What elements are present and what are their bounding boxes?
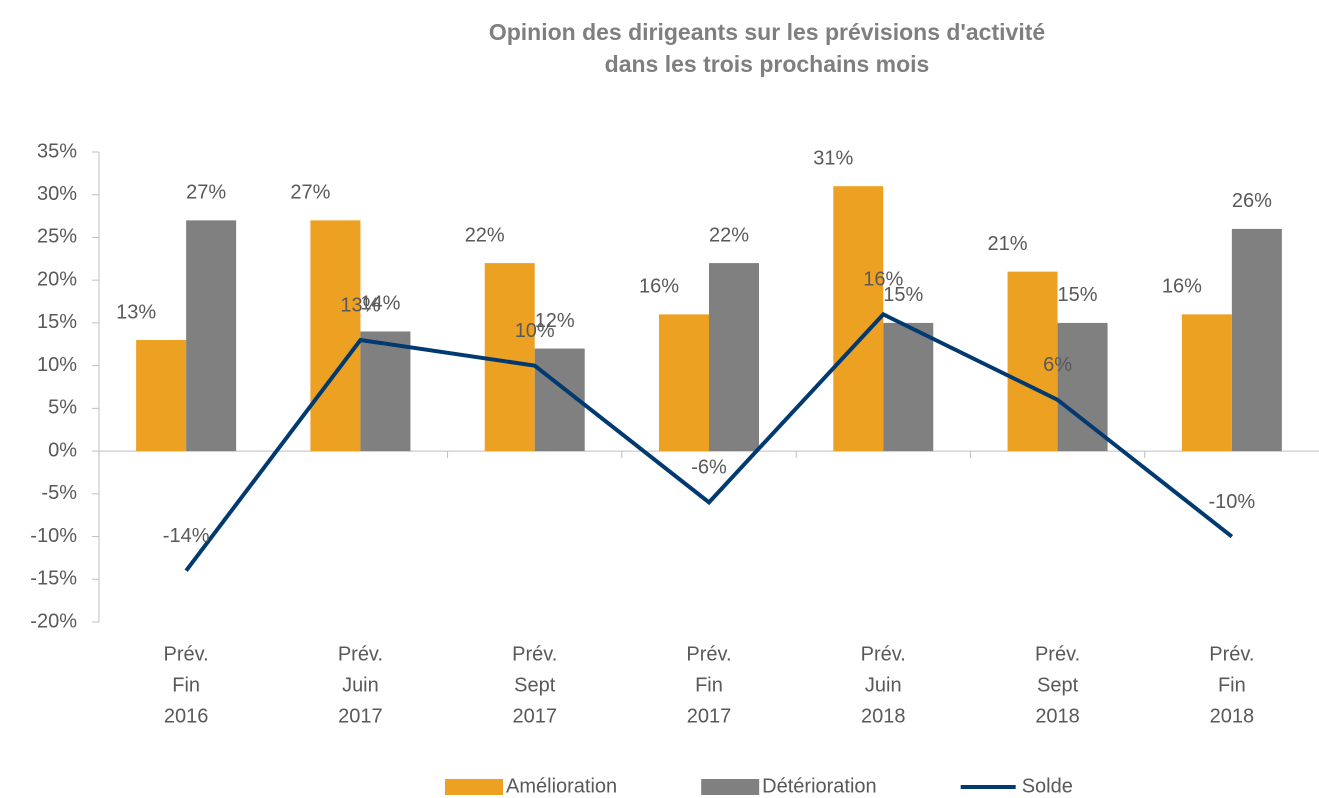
data-label: 31% — [813, 147, 853, 169]
bar — [1231, 228, 1282, 452]
y-tick-label: 25% — [37, 226, 77, 248]
x-tick-label: Fin — [695, 674, 723, 696]
legend-label: Solde — [1022, 775, 1073, 797]
x-tick-label: Prév. — [861, 643, 906, 665]
y-tick-label: 0% — [48, 439, 77, 461]
bar — [136, 340, 187, 452]
data-label: 21% — [988, 233, 1028, 255]
x-tick-label: Fin — [1218, 674, 1246, 696]
y-tick-label: -10% — [30, 525, 77, 547]
x-tick-label: Prév. — [338, 643, 383, 665]
x-tick-label: 2017 — [687, 705, 732, 727]
data-label: -10% — [1209, 491, 1256, 513]
bar — [186, 220, 237, 452]
y-tick-label: -20% — [30, 610, 77, 632]
data-label: 6% — [1043, 354, 1072, 376]
x-tick-label: Prév. — [1209, 643, 1254, 665]
data-label: 13% — [340, 294, 380, 316]
y-tick-label: -5% — [41, 482, 77, 504]
x-tick-label: 2016 — [164, 705, 209, 727]
x-tick-label: Prév. — [1035, 643, 1080, 665]
line — [184, 311, 1234, 572]
bar — [659, 314, 709, 452]
data-label: 16% — [1162, 276, 1202, 298]
chart-title: dans les trois prochains mois — [605, 51, 930, 77]
y-tick-label: 15% — [37, 311, 77, 333]
data-label: 22% — [709, 224, 749, 246]
data-label: 16% — [863, 269, 903, 291]
legend-label: Détérioration — [762, 775, 877, 797]
legend-marker — [701, 779, 760, 795]
x-tick-label: 2018 — [1210, 705, 1255, 727]
data-label: 27% — [290, 182, 330, 204]
y-tick-label: 10% — [37, 354, 77, 376]
bar — [1181, 314, 1232, 452]
x-tick-label: 2018 — [861, 705, 906, 727]
y-tick-label: -15% — [30, 568, 77, 590]
x-tick-label: Prév. — [164, 643, 209, 665]
data-label: 27% — [186, 182, 226, 204]
bar — [310, 220, 361, 452]
bar — [360, 331, 411, 452]
x-tick-label: Sept — [1037, 674, 1079, 696]
data-label: 15% — [1058, 284, 1098, 306]
x-tick-label: Sept — [514, 674, 556, 696]
data-label: -14% — [163, 525, 210, 547]
x-tick-label: Fin — [172, 674, 200, 696]
x-tick-label: Prév. — [512, 643, 557, 665]
x-tick-label: 2018 — [1035, 705, 1080, 727]
data-label: 12% — [535, 310, 575, 332]
x-tick-label: Prév. — [686, 643, 731, 665]
legend-marker — [445, 779, 503, 795]
y-tick-label: 20% — [37, 268, 77, 290]
bar — [1007, 271, 1058, 452]
y-tick-label: 35% — [37, 140, 77, 162]
bar — [833, 186, 884, 452]
bar — [484, 263, 535, 452]
data-label: 13% — [116, 301, 156, 323]
data-label: 15% — [883, 284, 923, 306]
legend-label: Amélioration — [506, 775, 617, 797]
data-label: 16% — [639, 276, 679, 298]
x-tick-label: 2017 — [338, 705, 383, 727]
data-label: 10% — [515, 320, 555, 342]
data-label: 26% — [1232, 190, 1272, 212]
data-label: -6% — [691, 457, 727, 479]
data-label: 14% — [360, 293, 400, 315]
y-tick-label: 30% — [37, 183, 77, 205]
y-tick-label: 5% — [48, 397, 77, 419]
x-tick-label: 2017 — [512, 705, 557, 727]
chart-title: Opinion des dirigeants sur les prévision… — [489, 19, 1045, 45]
x-tick-label: Juin — [865, 674, 902, 696]
data-label: 22% — [465, 224, 505, 246]
bar — [883, 322, 934, 452]
bar — [1057, 322, 1108, 452]
x-tick-label: Juin — [342, 674, 379, 696]
bar — [709, 263, 759, 452]
